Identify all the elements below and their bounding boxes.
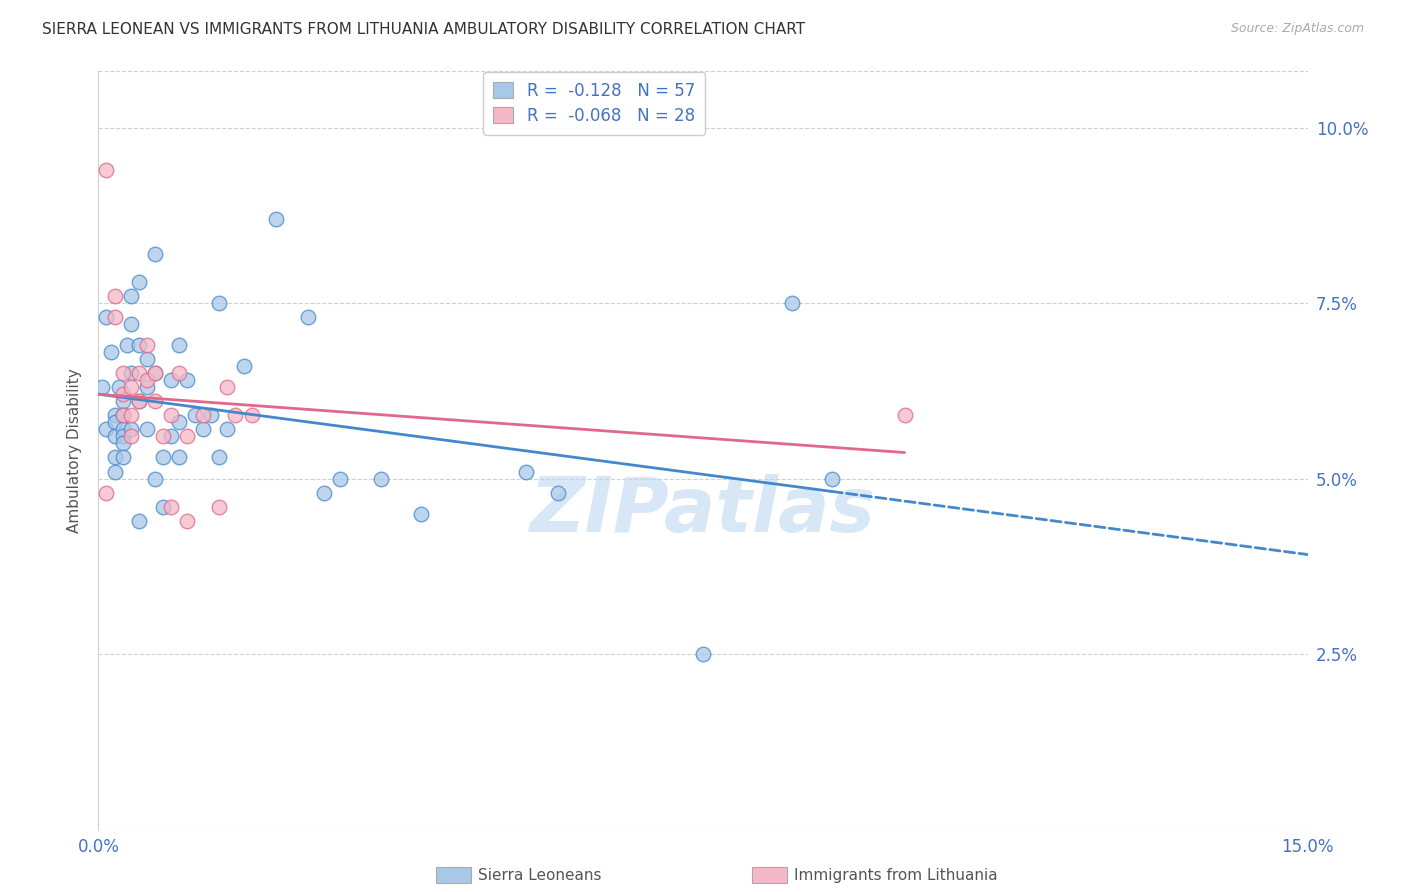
Point xyxy=(111,436,134,450)
Point xyxy=(176,514,198,528)
Point xyxy=(96,422,118,436)
Point xyxy=(135,380,157,394)
Point xyxy=(176,373,198,387)
Point xyxy=(96,162,118,177)
Point xyxy=(128,394,150,409)
Point xyxy=(128,394,150,409)
Point xyxy=(96,485,118,500)
Point xyxy=(135,352,157,367)
Point xyxy=(111,409,134,423)
Point xyxy=(120,422,142,436)
Point xyxy=(111,450,134,465)
Point xyxy=(103,289,125,303)
Text: Immigrants from Lithuania: Immigrants from Lithuania xyxy=(794,869,998,883)
Text: SIERRA LEONEAN VS IMMIGRANTS FROM LITHUANIA AMBULATORY DISABILITY CORRELATION CH: SIERRA LEONEAN VS IMMIGRANTS FROM LITHUA… xyxy=(42,22,806,37)
Point xyxy=(208,450,231,465)
Point xyxy=(224,409,246,423)
Point xyxy=(120,289,142,303)
Point xyxy=(160,373,183,387)
Point xyxy=(217,422,239,436)
Point xyxy=(135,422,157,436)
Point xyxy=(167,416,190,430)
Point xyxy=(143,366,166,380)
Point xyxy=(103,416,125,430)
Point xyxy=(111,429,134,443)
Point xyxy=(111,366,134,380)
Point xyxy=(167,450,190,465)
Point xyxy=(314,485,336,500)
Point xyxy=(193,422,215,436)
Point xyxy=(329,471,352,485)
Point xyxy=(692,647,714,661)
Text: Source: ZipAtlas.com: Source: ZipAtlas.com xyxy=(1230,22,1364,36)
Point xyxy=(128,514,150,528)
Point xyxy=(515,465,537,479)
Point xyxy=(184,409,207,423)
Point xyxy=(120,409,142,423)
Point xyxy=(120,317,142,331)
Point xyxy=(152,450,174,465)
Point xyxy=(111,394,134,409)
Point xyxy=(120,429,142,443)
Point xyxy=(143,394,166,409)
Point xyxy=(160,429,183,443)
Point xyxy=(232,359,254,374)
Point xyxy=(370,471,392,485)
Point xyxy=(409,507,432,521)
Point xyxy=(200,409,222,423)
Point xyxy=(193,409,215,423)
Text: Sierra Leoneans: Sierra Leoneans xyxy=(478,869,602,883)
Point xyxy=(217,380,239,394)
Point xyxy=(167,366,190,380)
Point xyxy=(111,422,134,436)
Point xyxy=(143,247,166,261)
Point xyxy=(111,409,134,423)
Text: ZIPatlas: ZIPatlas xyxy=(530,475,876,548)
Point xyxy=(167,338,190,352)
Point xyxy=(120,380,142,394)
Point xyxy=(107,380,129,394)
Point xyxy=(821,471,844,485)
Point xyxy=(103,310,125,324)
Point xyxy=(208,500,231,514)
Point xyxy=(103,409,125,423)
Point xyxy=(103,450,125,465)
Point xyxy=(135,373,157,387)
Point xyxy=(297,310,319,324)
Point xyxy=(240,409,263,423)
Point xyxy=(264,211,287,226)
Point xyxy=(115,338,138,352)
Point xyxy=(120,366,142,380)
Point xyxy=(111,387,134,401)
Point xyxy=(780,296,803,310)
Point xyxy=(143,366,166,380)
Point xyxy=(893,409,915,423)
Point xyxy=(160,500,183,514)
Point xyxy=(91,380,114,394)
Point xyxy=(128,275,150,289)
Point xyxy=(100,345,122,359)
Point xyxy=(208,296,231,310)
Point xyxy=(128,338,150,352)
Point xyxy=(143,471,166,485)
Point xyxy=(152,429,174,443)
Point xyxy=(176,429,198,443)
Y-axis label: Ambulatory Disability: Ambulatory Disability xyxy=(67,368,83,533)
Point xyxy=(152,500,174,514)
Point xyxy=(128,366,150,380)
Point xyxy=(103,429,125,443)
Point xyxy=(96,310,118,324)
Legend: R =  -0.128   N = 57, R =  -0.068   N = 28: R = -0.128 N = 57, R = -0.068 N = 28 xyxy=(484,72,704,135)
Point xyxy=(547,485,569,500)
Point xyxy=(135,338,157,352)
Point xyxy=(103,465,125,479)
Point xyxy=(160,409,183,423)
